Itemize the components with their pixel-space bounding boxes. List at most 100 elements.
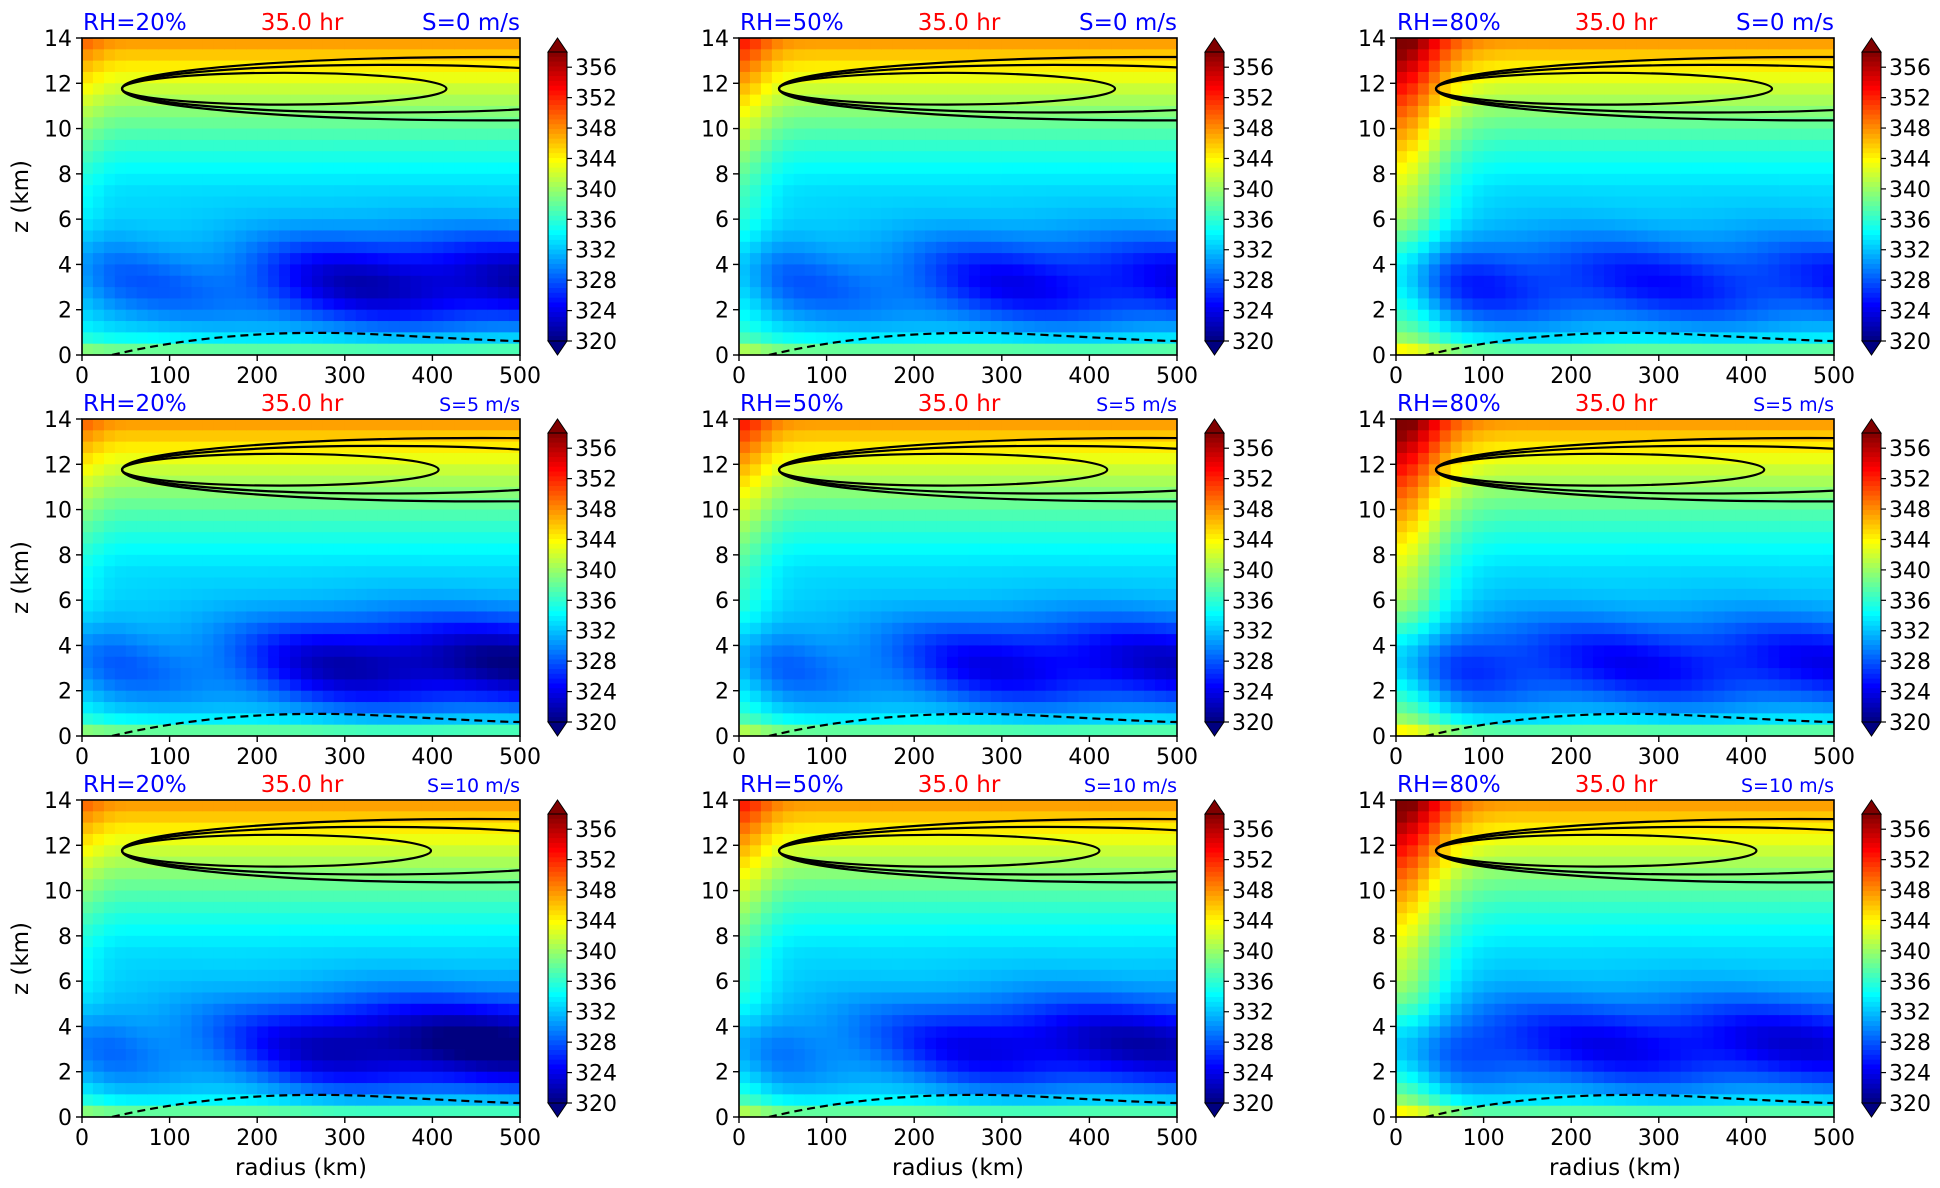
heatmap-cell — [158, 264, 171, 277]
heatmap-cell — [859, 185, 871, 198]
heatmap-cell — [1133, 264, 1145, 277]
heatmap-cell — [1428, 321, 1441, 333]
heatmap-cell — [804, 117, 817, 130]
heatmap-cell — [1735, 275, 1747, 288]
heatmap-cell — [82, 71, 94, 84]
heatmap-cell — [103, 724, 116, 736]
heatmap-cell — [1691, 83, 1704, 96]
heatmap-cell — [147, 611, 160, 624]
heatmap-cell — [246, 298, 258, 311]
colorbar-segment — [1862, 133, 1881, 140]
heatmap-cell — [1472, 219, 1485, 232]
heatmap-cell — [290, 554, 302, 567]
heatmap-cell — [1768, 298, 1780, 311]
heatmap-cell — [1647, 219, 1660, 232]
heatmap-cell — [158, 128, 171, 141]
heatmap-cell — [1494, 196, 1507, 209]
heatmap-cell — [914, 332, 926, 345]
heatmap-cell — [1056, 185, 1069, 198]
heatmap-cell — [1012, 185, 1025, 198]
heatmap-cell — [465, 452, 477, 465]
heatmap-cell — [147, 622, 160, 635]
heatmap-cell — [235, 230, 247, 243]
heatmap-cell — [377, 241, 390, 254]
heatmap-cell — [125, 139, 138, 152]
contour-group — [1425, 55, 1834, 355]
heatmap-cell — [290, 264, 302, 277]
heatmap-cell — [1724, 83, 1737, 96]
heatmap-cell — [1406, 332, 1419, 345]
heatmap-cell — [191, 430, 204, 443]
heatmap-cell — [892, 139, 904, 152]
heatmap-cell — [1713, 162, 1726, 175]
heatmap-cell — [465, 713, 477, 726]
heatmap-cell — [782, 139, 795, 152]
heatmap-cell — [1494, 162, 1507, 175]
heatmap-cell — [421, 724, 433, 736]
heatmap-cell — [202, 452, 214, 465]
heatmap-cell — [1625, 38, 1638, 50]
heatmap-cell — [1757, 173, 1769, 186]
heatmap-cell — [191, 554, 204, 567]
heatmap-cell — [432, 60, 444, 73]
heatmap-cell — [1034, 162, 1047, 175]
heatmap-cell — [1779, 151, 1791, 164]
heatmap-cell — [487, 139, 499, 152]
heatmap-cell — [1757, 49, 1769, 62]
heatmap-cell — [979, 287, 992, 299]
heatmap-cell — [1702, 49, 1715, 62]
heatmap-cell — [749, 287, 762, 299]
heatmap-cell — [1757, 151, 1769, 164]
heatmap-cell — [333, 645, 346, 658]
heatmap-cell — [355, 543, 368, 556]
heatmap-cell — [1406, 287, 1419, 299]
heatmap-cell — [1122, 49, 1134, 62]
heatmap-cell — [1067, 128, 1080, 141]
heatmap-cell — [498, 724, 510, 736]
heatmap-cell — [487, 554, 499, 567]
heatmap-cell — [936, 264, 948, 277]
heatmap-cell — [1658, 185, 1671, 198]
heatmap-cell — [92, 668, 105, 680]
heatmap-cell — [1505, 196, 1518, 209]
heatmap-cell — [191, 668, 204, 680]
heatmap-cell — [290, 321, 302, 333]
heatmap-cell — [268, 679, 280, 692]
heatmap-cell — [1144, 49, 1156, 62]
heatmap-cell — [1571, 185, 1583, 198]
colorbar-segment — [548, 162, 567, 169]
heatmap-cell — [333, 117, 346, 130]
heatmap-cell — [990, 207, 1003, 220]
heatmap-cell — [432, 588, 444, 601]
heatmap-cell — [990, 253, 1003, 266]
heatmap-cell — [257, 520, 269, 533]
heatmap-cell — [936, 83, 948, 96]
heatmap-cell — [990, 173, 1003, 186]
heatmap-cell — [125, 60, 138, 73]
heatmap-cell — [1812, 162, 1824, 175]
heatmap-cell — [1527, 38, 1539, 50]
colorbar-segment — [548, 336, 567, 342]
heatmap-cell — [1636, 309, 1649, 322]
heatmap-cell — [487, 253, 499, 266]
heatmap-cell — [1034, 287, 1047, 299]
heatmap-cell — [125, 441, 138, 454]
heatmap-cell — [1089, 321, 1101, 333]
heatmap-cell — [103, 60, 116, 73]
heatmap-cell — [191, 634, 204, 647]
heatmap-cell — [432, 656, 444, 669]
heatmap-cell — [454, 475, 466, 488]
heatmap-cell — [388, 498, 401, 511]
heatmap-cell — [1045, 128, 1058, 141]
heatmap-cell — [739, 600, 751, 613]
heatmap-cell — [1549, 151, 1561, 164]
heatmap-cell — [388, 196, 401, 209]
heatmap-cell — [947, 253, 959, 266]
heatmap-cell — [1406, 105, 1419, 118]
heatmap-cell — [82, 105, 94, 118]
colorbar-segment — [548, 316, 567, 323]
heatmap-cell — [399, 264, 412, 277]
heatmap-cell — [1735, 83, 1747, 96]
heatmap-cell — [421, 309, 433, 322]
heatmap-cell — [1505, 105, 1518, 118]
